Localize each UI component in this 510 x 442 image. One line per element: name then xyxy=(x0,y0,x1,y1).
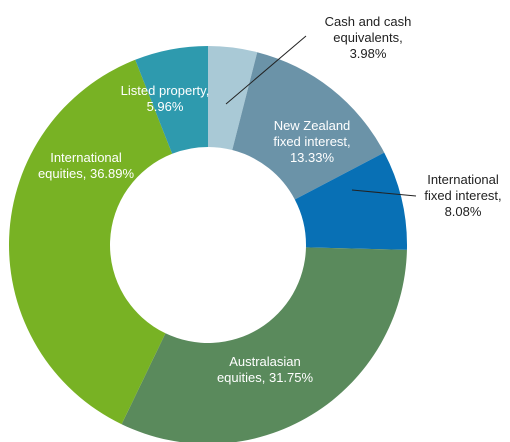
slice-new-zealand-fixed-interest xyxy=(232,52,385,200)
slice-label-line: International xyxy=(50,150,122,165)
slice-label-line: Listed property, xyxy=(121,83,210,98)
slice-label-line: International xyxy=(427,172,499,187)
slice-label-line: Australasian xyxy=(229,354,301,369)
slice-label: Australasian equities, 31.75% xyxy=(217,354,314,385)
slice-australasian-equities xyxy=(121,247,407,442)
slice-label-line: fixed interest, xyxy=(273,134,350,149)
slice-label-line: equities, 31.75% xyxy=(217,370,314,385)
slice-labels: Cash and cash equivalents, 3.98% New Zealan… xyxy=(38,14,502,385)
slice-label: New Zealand fixed interest, 13.33% xyxy=(273,118,350,165)
slice-label-line: Cash and cash xyxy=(325,14,412,29)
slice-international-fixed-interest xyxy=(294,152,407,250)
slice-label-line: equivalents, xyxy=(333,30,402,45)
slice-label-line: 13.33% xyxy=(290,150,335,165)
leader-line xyxy=(351,189,417,197)
slice-international-equities xyxy=(9,59,173,425)
slice-label: International equities, 36.89% xyxy=(38,150,135,181)
leader-line xyxy=(225,35,307,105)
slice-label-line: 3.98% xyxy=(350,46,387,61)
slice-label-line: 8.08% xyxy=(445,204,482,219)
slice-label-line: equities, 36.89% xyxy=(38,166,135,181)
slice-label: International fixed interest, 8.08% xyxy=(424,172,501,219)
slice-label-line: New Zealand xyxy=(274,118,351,133)
slice-label-line: 5.96% xyxy=(147,99,184,114)
slice-label: Listed property, 5.96% xyxy=(121,83,210,114)
slice-listed-property xyxy=(135,46,208,154)
slice-label-line: fixed interest, xyxy=(424,188,501,203)
leader-lines xyxy=(225,35,417,197)
donut-slices xyxy=(9,46,407,442)
slice-label: Cash and cash equivalents, 3.98% xyxy=(325,14,412,61)
